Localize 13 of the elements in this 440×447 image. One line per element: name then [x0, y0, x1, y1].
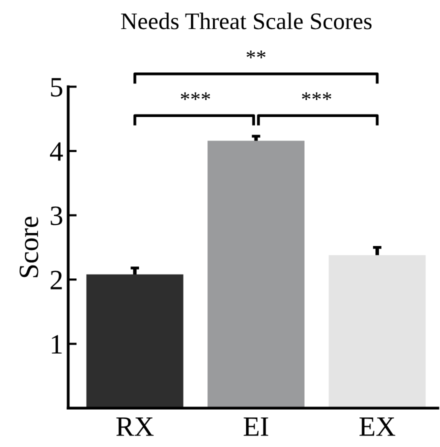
y-tick-label: 3: [50, 206, 62, 226]
y-tick-label: 4: [50, 142, 63, 161]
x-tick-label: RX: [116, 418, 154, 436]
annotation: ***: [180, 92, 210, 100]
text: **: [246, 50, 266, 58]
y-tick-label: 1: [52, 335, 62, 354]
y-axis-title: Score: [20, 216, 38, 278]
y-tick-label: 5: [51, 78, 62, 97]
y-tick-label: 2: [50, 270, 62, 290]
x-tick-label: EX: [359, 418, 396, 436]
annotation: ***: [302, 92, 332, 100]
chart-title: Needs Threat Scale Scores: [121, 12, 372, 30]
x-tick-label: EI: [244, 418, 268, 436]
